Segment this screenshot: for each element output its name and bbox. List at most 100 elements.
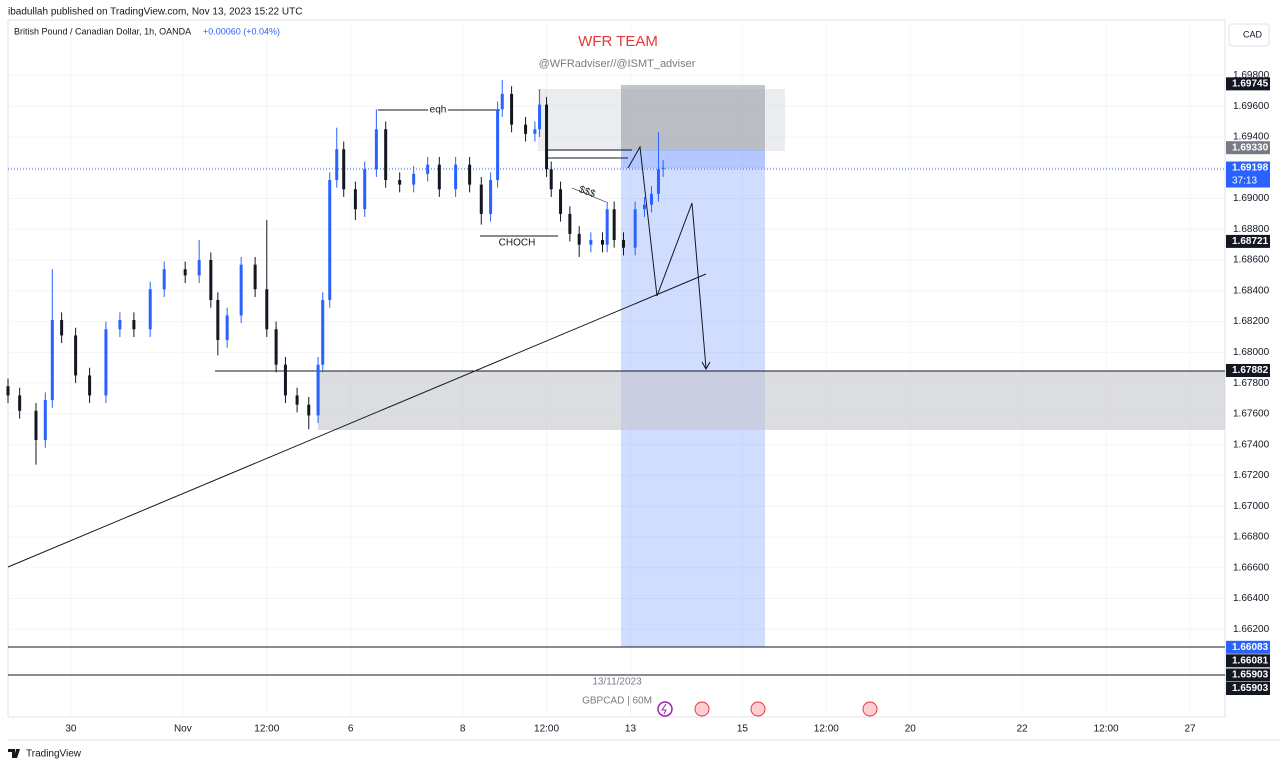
currency[interactable]: CAD [1243,29,1263,39]
x-tick-label: 12:00 [814,724,839,735]
x-tick-label: 13 [625,724,637,735]
x-tick-label: 20 [905,724,917,735]
candle-body [437,164,441,190]
candle-body [6,386,10,396]
price-label-box [1226,640,1270,654]
candle-body [60,320,64,336]
price-label: 1.65903 [1232,670,1269,681]
price-change: +0.00060 (+0.04%) [203,26,280,36]
candle-body [661,167,665,170]
candle-body [468,164,472,185]
price-label: 1.66083 [1232,642,1269,653]
candle-body [549,169,553,190]
candle-body [524,124,528,134]
candle-body [479,184,483,214]
y-tick-label: 1.69000 [1233,193,1270,204]
candle-body [538,104,542,130]
price-label-box [1226,234,1270,248]
publisher: ibadullah published on TradingView.com, … [8,7,302,18]
candle-body [363,169,367,210]
candle-body [321,300,325,365]
watermark-date: 13/11/2023 [592,677,642,688]
x-tick-label: 12:00 [534,724,559,735]
y-tick-label: 1.66800 [1233,532,1270,543]
trend-line [7,273,707,568]
event-icon-glyph [661,703,667,715]
candle-body [197,260,201,276]
watermark-symbol: GBPCAD | 60M [582,696,652,707]
price-label-box [1226,77,1270,91]
event-icon[interactable] [862,701,878,717]
candle-body [118,320,122,330]
candle-body [162,269,166,290]
logo-mark [8,749,20,758]
x-tick-label: 8 [460,724,466,735]
candle-body [342,149,346,190]
price-label: 1.67882 [1232,365,1269,376]
candle-body [577,233,581,245]
candle-body [510,93,514,125]
event-icon[interactable] [657,701,673,717]
annotation: CHOCH [499,238,536,249]
y-tick-label: 1.68800 [1233,224,1270,235]
candle-body [183,269,187,276]
arrow-head [701,361,711,371]
y-tick-label: 1.69800 [1233,70,1270,81]
logo-text: TradingView [26,749,82,760]
candle-body [642,204,646,210]
candle-body [496,109,500,181]
candle-body [148,289,152,330]
y-tick-label: 1.69400 [1233,132,1270,143]
demand-zone [318,371,1225,430]
axes: 1.698001.696001.694001.692001.690001.688… [65,70,1270,735]
candle-body [568,213,572,234]
candle-body [633,209,637,248]
x-tick-label: 27 [1184,724,1196,735]
event-icon[interactable] [750,701,766,717]
candle-body [225,315,229,341]
candle-body [454,164,458,190]
symbol: British Pound / Canadian Dollar, 1h, OAN… [14,26,191,36]
candle-body [589,240,593,245]
price-label: 1.69745 [1232,78,1269,89]
y-tick-label: 1.68200 [1233,316,1270,327]
y-tick-label: 1.67400 [1233,439,1270,450]
candle-body [353,189,357,210]
candle-body [43,400,47,441]
candle-body [412,173,416,185]
candle-body [239,264,243,316]
y-tick-label: 1.67200 [1233,470,1270,481]
candle-body [34,410,38,441]
candle-body [384,129,388,181]
event-icon[interactable] [694,701,710,717]
currency-box[interactable] [1228,23,1270,47]
price-label: 1.65903 [1232,683,1269,694]
candle-body [489,180,493,214]
candle-body [132,320,136,330]
liquidity-sweep [571,187,607,203]
candle-body [605,209,609,245]
stop-zone [621,85,765,150]
price-label-box [1226,654,1270,668]
price-label: 1.68721 [1232,236,1269,247]
annotation: eqh [430,105,447,116]
candle-body [274,329,278,365]
y-tick-label: 1.69600 [1233,101,1270,112]
candle-body [209,260,213,301]
candle-body [18,395,22,411]
y-tick-label: 1.66400 [1233,593,1270,604]
candles [6,80,665,465]
candle-body [316,364,320,416]
x-tick-label: 12:00 [254,724,279,735]
y-tick-label: 1.67600 [1233,409,1270,420]
price-label: 1.69330 [1232,142,1269,153]
y-tick-label: 1.66200 [1233,624,1270,635]
candle-body [426,164,430,174]
candle-body [265,289,269,330]
candle-body [88,375,92,396]
candle-body [335,149,339,181]
candle-body [74,335,78,376]
candle-body [328,180,332,301]
